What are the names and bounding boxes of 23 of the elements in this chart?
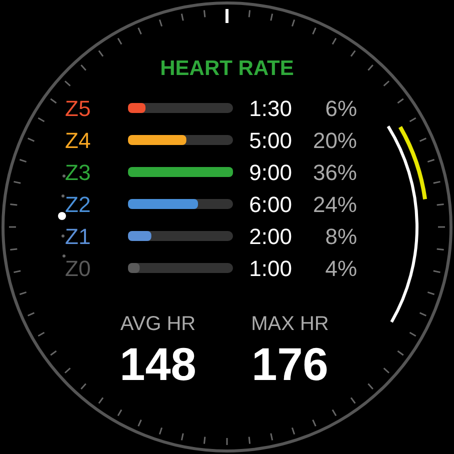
text: 148 [120, 338, 196, 390]
data-label: 6% [325, 96, 357, 121]
y-tick-label: Z4 [65, 128, 91, 153]
text: 6:00 [249, 192, 292, 217]
text: 2:00 [249, 224, 292, 249]
data-label: 36% [312, 160, 357, 185]
data-label: 20% [312, 128, 357, 153]
data-label: 24% [312, 192, 357, 217]
y-tick-label: Z0 [65, 256, 91, 281]
text: AVG HR [120, 313, 196, 335]
text: 1:30 [249, 96, 292, 121]
text: 176 [252, 338, 328, 390]
chart-title: HEART RATE [160, 57, 294, 80]
y-tick-label: Z3 [65, 160, 91, 185]
text: 1:00 [249, 256, 292, 281]
y-tick-label: Z5 [65, 96, 91, 121]
text: 5:00 [249, 128, 292, 153]
y-tick-label: Z2 [65, 192, 91, 217]
data-label: 4% [325, 256, 357, 281]
y-tick-label: Z1 [65, 224, 91, 249]
text: 9:00 [249, 160, 292, 185]
text: MAX HR [251, 313, 329, 335]
data-label: 8% [325, 224, 357, 249]
